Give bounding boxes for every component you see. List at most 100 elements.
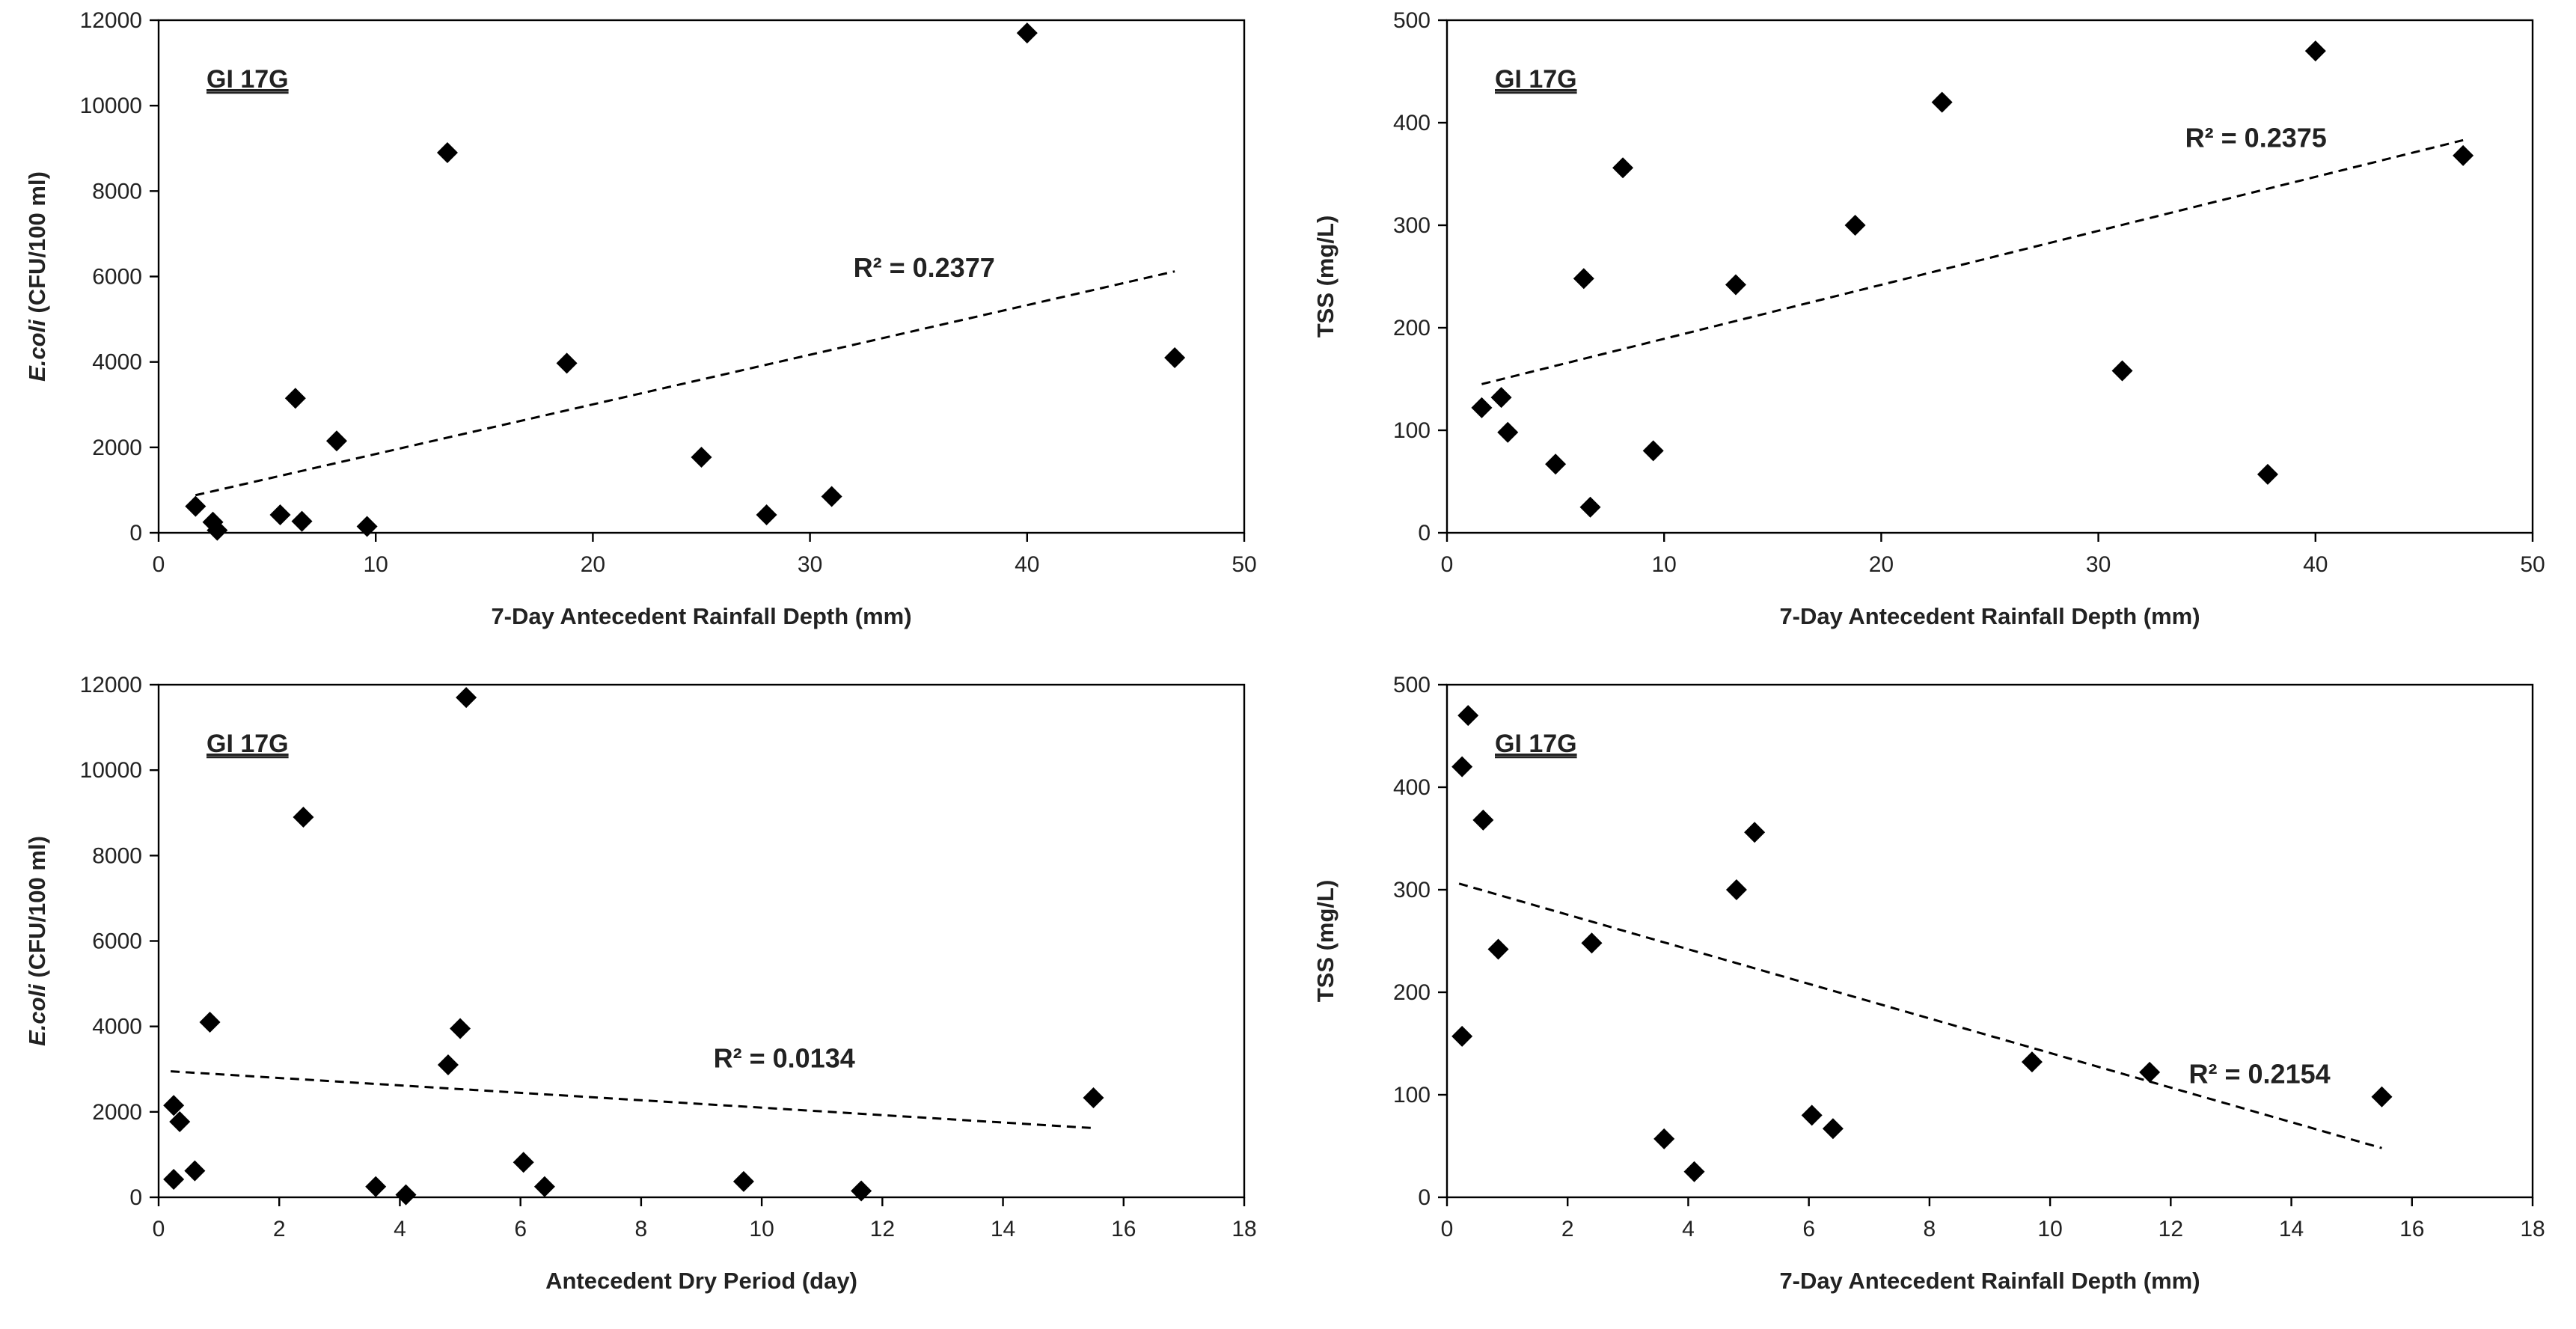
y-tick-label: 400 [1393, 775, 1431, 800]
data-point [1573, 268, 1594, 290]
y-tick-label: 100 [1393, 418, 1431, 443]
x-tick-label: 14 [991, 1217, 1015, 1241]
data-point [691, 446, 712, 468]
x-tick-label: 6 [514, 1217, 527, 1241]
y-tick-label: 100 [1393, 1083, 1431, 1108]
x-tick-label: 10 [1652, 552, 1677, 577]
data-point [2021, 1051, 2043, 1073]
trend-line [195, 270, 1175, 497]
data-point [206, 519, 228, 541]
x-tick-label: 18 [1232, 1217, 1256, 1241]
data-point [1931, 91, 1953, 113]
y-tick-label: 300 [1393, 213, 1431, 238]
chart-svg: 0 2 4 6 8 10 12 14 16 18 0 2000 4000 6000 8000 10000 120… [24, 673, 1257, 1294]
chart-svg: 0 2 4 6 8 10 12 14 16 18 0 100 200 300 400 500 7-Day Ant… [1312, 673, 2545, 1294]
y-tick-label: 200 [1393, 980, 1431, 1005]
x-tick-label: 50 [2520, 552, 2545, 577]
x-tick-label: 10 [2037, 1217, 2062, 1241]
data-point [1642, 440, 1664, 462]
plot-frame [157, 683, 1246, 1199]
data-point [325, 430, 347, 452]
x-tick-label: 16 [1111, 1217, 1136, 1241]
data-point [1683, 1161, 1705, 1182]
y-tick-label: 8000 [92, 179, 142, 204]
y-tick-label: 0 [129, 521, 142, 546]
trend-line [1458, 882, 2382, 1149]
data-point [163, 1095, 185, 1116]
x-axis-title: Antecedent Dry Period (day) [545, 1268, 857, 1294]
data-point [1579, 496, 1601, 518]
y-axis-title: TSS (mg/L) [1312, 880, 1339, 1003]
r-squared-label: R² = 0.2154 [2189, 1059, 2331, 1090]
data-point [291, 510, 313, 532]
data-point [1545, 453, 1567, 475]
y-tick-label: 4000 [92, 1015, 142, 1039]
chart-tss-vs-rainfall-days: 0 2 4 6 8 10 12 14 16 18 0 100 200 300 400 500 7-Day Ant… [1288, 664, 2576, 1329]
data-point [293, 806, 314, 828]
plot-frame [1445, 19, 2534, 534]
y-tick-label: 6000 [92, 929, 142, 954]
y-axis-title: E.coli (CFU/100 ml) [24, 171, 50, 382]
x-tick-label: 6 [1802, 1217, 1815, 1241]
y-axis-title: TSS (mg/L) [1312, 216, 1339, 338]
data-point [2371, 1086, 2393, 1108]
data-point [1725, 879, 1747, 900]
data-point [556, 352, 578, 374]
data-point [1487, 938, 1509, 960]
y-axis-title: E.coli (CFU/100 ml) [24, 836, 50, 1046]
plot-frame [1445, 683, 2534, 1199]
x-tick-label: 12 [870, 1217, 895, 1241]
data-point [356, 516, 378, 537]
y-tick-label: 12000 [80, 8, 142, 33]
data-point [169, 1110, 191, 1132]
x-tick-label: 8 [635, 1217, 648, 1241]
data-point [821, 486, 842, 507]
data-point [1581, 932, 1603, 954]
data-point [199, 1011, 221, 1033]
x-tick-label: 12 [2159, 1217, 2183, 1241]
y-tick-label: 200 [1393, 316, 1431, 340]
x-tick-label: 8 [1924, 1217, 1936, 1241]
data-point [2111, 360, 2133, 382]
r-squared-label: R² = 0.2377 [854, 252, 995, 283]
data-point [456, 687, 477, 709]
x-tick-label: 4 [394, 1217, 406, 1241]
y-axis-title-text: (CFU/100 ml) [24, 171, 50, 320]
y-axis-title-text: TSS (mg/L) [1312, 216, 1339, 338]
x-tick-label: 0 [1441, 1217, 1454, 1241]
data-point [2257, 463, 2278, 485]
x-axis-title: 7-Day Antecedent Rainfall Depth (mm) [491, 603, 911, 629]
data-point [851, 1180, 872, 1202]
data-point [1451, 1025, 1473, 1047]
y-tick-label: 6000 [92, 265, 142, 290]
y-axis-title-text: TSS (mg/L) [1312, 880, 1339, 1003]
data-point [1490, 387, 1512, 409]
data-point [1653, 1128, 1675, 1149]
data-point [163, 1169, 185, 1191]
y-axis-title-italic: E.coli [24, 983, 50, 1046]
data-point [185, 495, 206, 517]
data-point [1612, 157, 1634, 179]
x-tick-label: 18 [2520, 1217, 2545, 1241]
data-point [1164, 346, 1186, 368]
y-tick-label: 500 [1393, 673, 1431, 697]
data-point [2139, 1061, 2161, 1083]
data-point [395, 1184, 417, 1206]
data-point [1016, 22, 1038, 44]
y-tick-label: 10000 [80, 94, 142, 118]
x-tick-label: 2 [273, 1217, 286, 1241]
data-point [1451, 756, 1473, 777]
x-tick-label: 20 [1869, 552, 1894, 577]
y-tick-label: 8000 [92, 843, 142, 868]
y-tick-label: 300 [1393, 878, 1431, 902]
data-point [1083, 1087, 1104, 1108]
y-tick-label: 2000 [92, 1100, 142, 1125]
series-tag: GI 17G [206, 730, 289, 758]
data-point [1497, 421, 1519, 443]
data-point [1822, 1118, 1844, 1140]
data-point [437, 1054, 459, 1076]
x-tick-label: 4 [1682, 1217, 1695, 1241]
y-tick-label: 0 [1418, 1185, 1431, 1210]
x-tick-label: 40 [1015, 552, 1039, 577]
data-point [269, 504, 291, 526]
